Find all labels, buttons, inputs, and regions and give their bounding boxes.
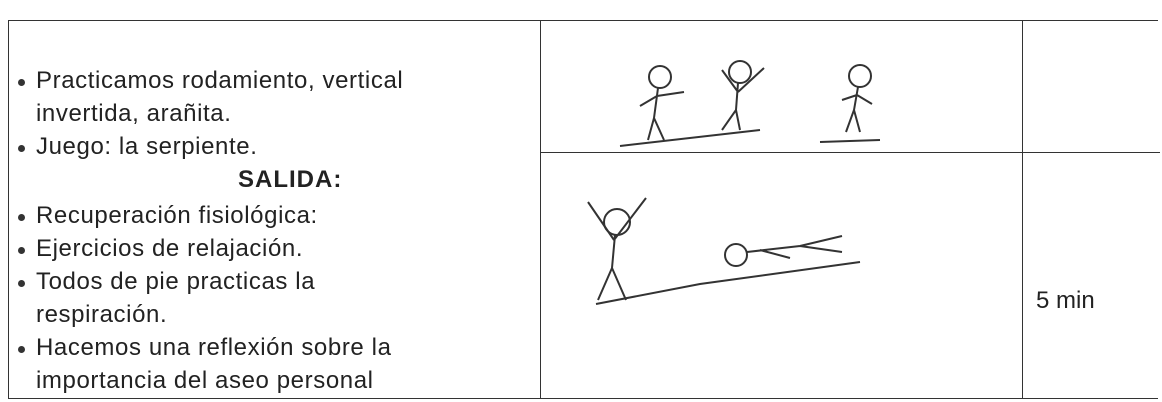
table-bottom-border <box>8 398 1158 399</box>
column-divider <box>1022 20 1023 398</box>
activity-list: Recuperación fisiológica: Ejercicios de … <box>10 199 410 397</box>
list-item: Todos de pie practicas la respiración. <box>10 265 410 331</box>
list-item: Practicamos rodamiento, vertical inverti… <box>10 64 510 130</box>
ground <box>619 129 881 147</box>
figure <box>721 60 765 131</box>
list-item: Juego: la serpiente. <box>10 130 510 163</box>
row-divider <box>540 152 1160 153</box>
activity-list: Practicamos rodamiento, vertical inverti… <box>10 64 510 163</box>
list-item: Hacemos una reflexión sobre la importanc… <box>10 331 410 397</box>
figure <box>587 197 647 301</box>
list-item: Ejercicios de relajación. <box>10 232 410 265</box>
column-divider <box>540 20 541 398</box>
figure-lying <box>724 235 843 267</box>
list-item: Recuperación fisiológica: <box>10 199 410 232</box>
figure <box>639 65 685 141</box>
section-heading: SALIDA: <box>238 166 343 193</box>
table-top-border <box>8 20 1158 21</box>
duration: 5 min <box>1036 287 1095 314</box>
ground <box>595 261 861 305</box>
figure <box>841 64 873 133</box>
table-left-border <box>8 20 9 398</box>
